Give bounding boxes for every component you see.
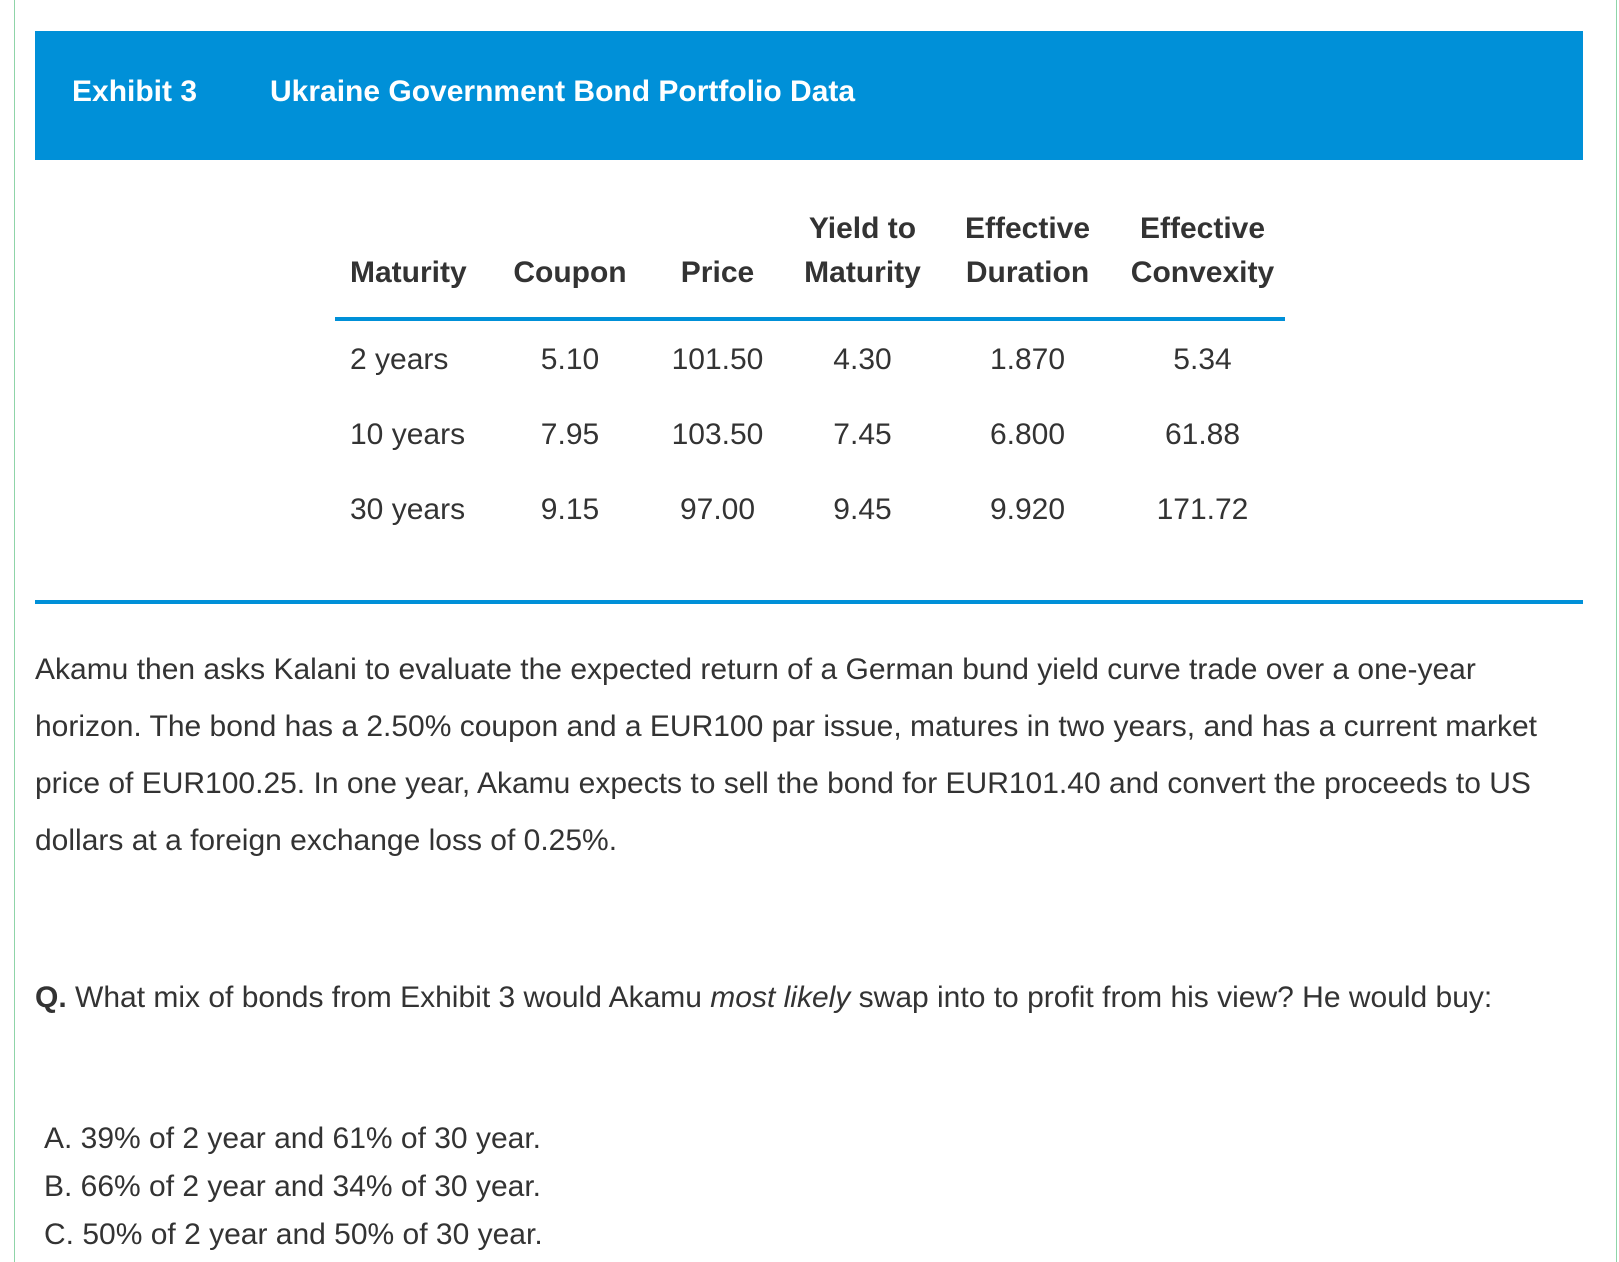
cell-maturity: 2 years (350, 343, 449, 376)
header-coupon: Coupon (513, 256, 627, 289)
exhibit-banner: Exhibit 3 Ukraine Government Bond Portfo… (35, 31, 1583, 160)
question-part-2: swap into to profit from his view? He wo… (850, 981, 1493, 1014)
cell-maturity: 30 years (350, 493, 466, 526)
table-row: 30 years 9.15 97.00 9.45 9.920 171.72 (335, 471, 1285, 546)
option-b[interactable]: B. 66% of 2 year and 34% of 30 year. (44, 1170, 541, 1203)
table-row: 10 years 7.95 103.50 7.45 6.800 61.88 (335, 396, 1285, 471)
cell-duration: 1.870 (989, 343, 1066, 376)
cell-coupon: 7.95 (540, 418, 600, 451)
cell-convexity: 171.72 (1156, 493, 1249, 526)
cell-convexity: 61.88 (1164, 418, 1241, 451)
scenario-paragraph: Akamu then asks Kalani to evaluate the e… (35, 653, 1537, 857)
question-text: Q. What mix of bonds from Exhibit 3 woul… (35, 969, 1583, 1026)
cell-convexity: 5.34 (1173, 343, 1232, 376)
cell-price: 103.50 (671, 418, 764, 451)
cell-duration: 6.800 (989, 418, 1066, 451)
cell-duration: 9.920 (989, 493, 1066, 526)
cell-coupon: 9.15 (540, 493, 600, 526)
header-effective-convexity: Effective Convexity (1130, 212, 1275, 289)
option-c[interactable]: C. 50% of 2 year and 50% of 30 year. (44, 1218, 543, 1251)
bond-portfolio-table: Maturity Coupon Price Yield to Maturity E… (335, 207, 1285, 546)
answer-options: A. 39% of 2 year and 61% of 30 year. B. … (44, 1115, 543, 1259)
question-label: Q. (35, 981, 67, 1014)
cell-maturity: 10 years (350, 418, 466, 451)
table-header-row: Maturity Coupon Price Yield to Maturity E… (335, 207, 1285, 321)
cell-yield: 7.45 (833, 418, 892, 451)
question-emphasis: most likely (710, 981, 851, 1014)
cell-price: 97.00 (679, 493, 756, 526)
section-divider (35, 600, 1583, 604)
cell-yield: 9.45 (833, 493, 892, 526)
cell-yield: 4.30 (833, 343, 892, 376)
exhibit-number: Exhibit 3 (72, 75, 198, 108)
cell-coupon: 5.10 (540, 343, 600, 376)
exhibit-title: Ukraine Government Bond Portfolio Data (270, 75, 856, 108)
header-price: Price (680, 256, 755, 289)
header-maturity: Maturity (350, 256, 467, 289)
table-row: 2 years 5.10 101.50 4.30 1.870 5.34 (335, 321, 1285, 396)
header-yield-to-maturity: Yield to Maturity (804, 212, 921, 289)
option-a[interactable]: A. 39% of 2 year and 61% of 30 year. (44, 1122, 541, 1155)
header-effective-duration: Effective Duration (964, 212, 1091, 289)
page-frame (14, 0, 1617, 1262)
question-part-1: What mix of bonds from Exhibit 3 would A… (66, 981, 711, 1014)
cell-price: 101.50 (671, 343, 764, 376)
